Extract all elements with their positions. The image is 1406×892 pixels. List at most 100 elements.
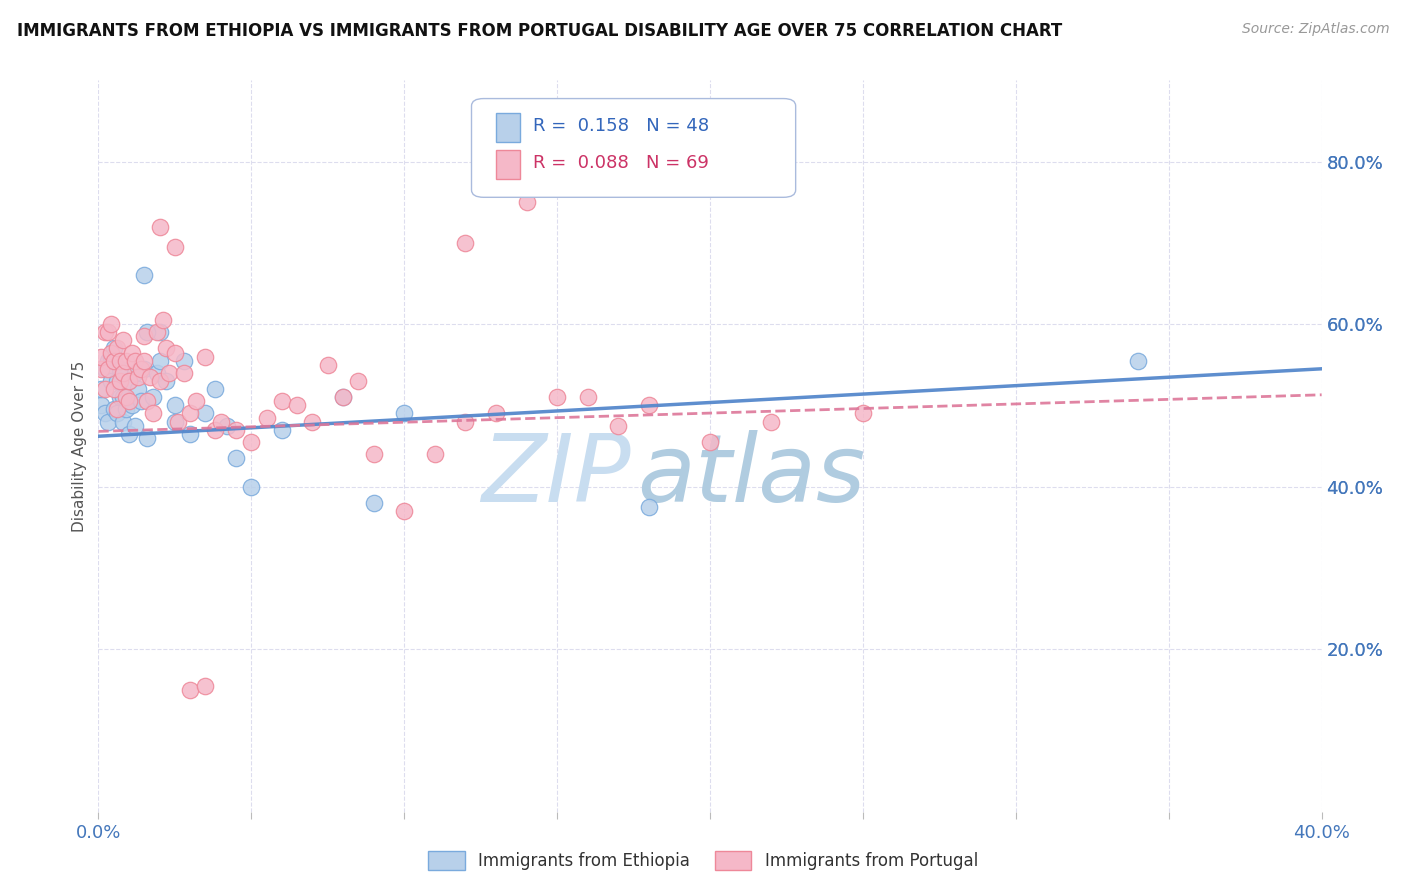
Point [118,394,141,409]
Point [145,325,167,339]
Point [105,342,128,356]
Point [134,329,156,343]
Point [163,415,186,429]
Point [163,345,186,359]
Point [194,679,217,693]
Point [179,682,201,697]
Point [347,374,370,388]
Point [363,496,385,510]
Point [301,415,323,429]
Point [215,418,238,433]
Text: Source: ZipAtlas.com: Source: ZipAtlas.com [1241,22,1389,37]
Point [136,394,159,409]
Point [194,407,217,421]
Point [90,398,112,412]
Point [105,407,128,421]
Point [100,345,122,359]
Point [155,342,177,356]
Point [179,407,201,421]
Point [139,370,162,384]
Point [115,390,138,404]
Point [93,361,115,376]
Point [111,334,134,348]
Point [179,426,201,441]
Text: atlas: atlas [637,430,865,521]
Point [149,219,172,234]
Point [121,345,143,359]
Point [127,382,149,396]
Point [124,418,146,433]
Point [136,431,159,445]
Point [129,394,152,409]
Point [576,390,599,404]
Point [118,374,141,388]
Point [108,361,131,376]
Point [240,480,263,494]
Point [516,195,538,210]
Point [105,402,128,417]
Text: ZIP: ZIP [481,430,630,521]
Point [699,434,721,449]
Point [423,447,446,461]
Text: R =  0.088   N = 69: R = 0.088 N = 69 [533,154,709,172]
Point [100,317,122,331]
Point [270,423,292,437]
Point [204,382,226,396]
Point [163,240,186,254]
Point [173,353,195,368]
Point [108,353,131,368]
Point [285,398,308,412]
Point [90,361,112,376]
Point [105,374,128,388]
Point [256,410,278,425]
Y-axis label: Disability Age Over 75: Disability Age Over 75 [72,360,87,532]
Point [136,325,159,339]
Point [149,353,172,368]
Point [90,350,112,364]
Point [93,382,115,396]
Point [194,350,217,364]
FancyBboxPatch shape [496,150,520,179]
Point [124,353,146,368]
Point [93,325,115,339]
Point [93,407,115,421]
Point [127,370,149,384]
Point [97,361,120,376]
Point [103,402,125,417]
Point [209,415,232,429]
Point [118,374,141,388]
Point [240,434,263,449]
Point [111,390,134,404]
Point [100,350,122,364]
Legend: Immigrants from Ethiopia, Immigrants from Portugal: Immigrants from Ethiopia, Immigrants fro… [422,844,984,877]
Point [316,358,339,372]
Point [108,374,131,388]
Point [332,390,354,404]
Point [97,353,120,368]
Point [392,407,416,421]
Point [167,415,190,429]
Point [546,390,568,404]
Point [454,415,477,429]
Point [485,407,508,421]
FancyBboxPatch shape [471,99,796,197]
Point [163,398,186,412]
Point [97,415,120,429]
Point [124,366,146,380]
Point [100,374,122,388]
Point [204,423,226,437]
Point [607,418,630,433]
Point [392,504,416,518]
Point [759,415,782,429]
Point [225,451,247,466]
Point [97,325,120,339]
Point [363,447,385,461]
Point [115,402,138,417]
Point [108,390,131,404]
Point [1128,353,1150,368]
Point [134,268,156,283]
Point [111,366,134,380]
Point [186,394,208,409]
Point [121,398,143,412]
Point [142,390,165,404]
